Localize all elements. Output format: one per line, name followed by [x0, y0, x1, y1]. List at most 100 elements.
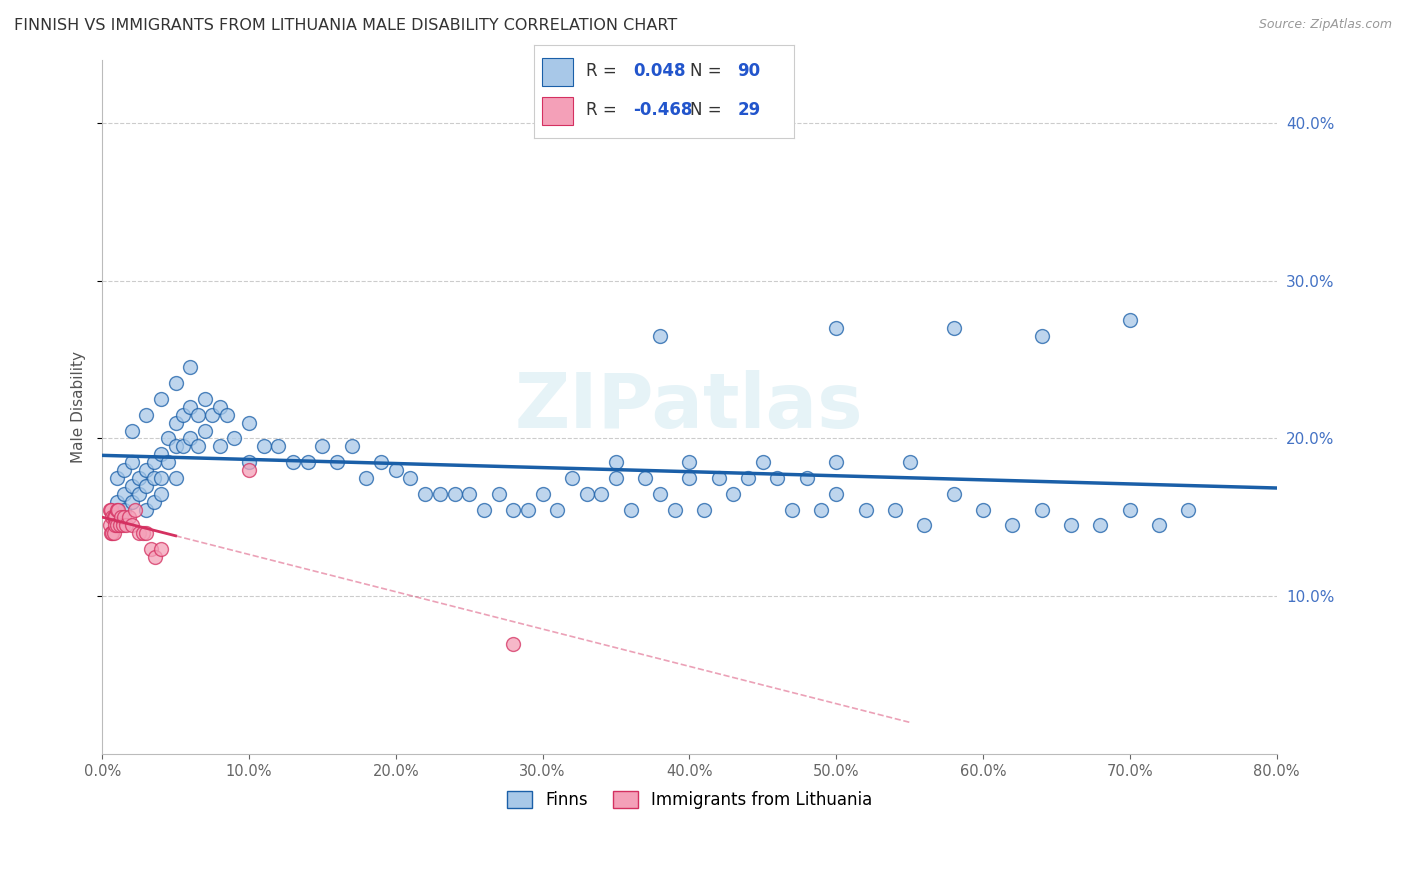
Point — [898, 455, 921, 469]
Point — [110, 510, 132, 524]
Text: ZIPatlas: ZIPatlas — [515, 370, 863, 444]
Point — [458, 487, 481, 501]
Point — [737, 471, 759, 485]
Point — [707, 471, 730, 485]
Point — [149, 447, 172, 461]
Text: R =: R = — [586, 101, 623, 120]
Point — [135, 502, 157, 516]
Point — [121, 455, 143, 469]
Point — [796, 471, 818, 485]
Point — [139, 541, 162, 556]
Text: 90: 90 — [737, 62, 761, 79]
Point — [678, 471, 700, 485]
Point — [187, 408, 209, 422]
Point — [238, 463, 260, 477]
Point — [605, 471, 627, 485]
Point — [825, 487, 848, 501]
Text: Source: ZipAtlas.com: Source: ZipAtlas.com — [1258, 18, 1392, 31]
Point — [142, 455, 165, 469]
Point — [1119, 502, 1142, 516]
Point — [117, 510, 139, 524]
Point — [1090, 518, 1112, 533]
Point — [340, 439, 363, 453]
Point — [1001, 518, 1024, 533]
Point — [605, 455, 627, 469]
Point — [98, 502, 121, 516]
Point — [399, 471, 422, 485]
Point — [135, 463, 157, 477]
Point — [326, 455, 349, 469]
Point — [179, 432, 201, 446]
Point — [413, 487, 436, 501]
Point — [591, 487, 613, 501]
Point — [1031, 502, 1053, 516]
Point — [108, 518, 131, 533]
Point — [561, 471, 583, 485]
Point — [172, 439, 194, 453]
FancyBboxPatch shape — [543, 97, 574, 125]
Point — [766, 471, 789, 485]
Point — [942, 487, 965, 501]
Point — [121, 518, 143, 533]
Point — [825, 455, 848, 469]
Point — [112, 487, 135, 501]
Point — [194, 392, 217, 406]
Point — [179, 360, 201, 375]
Point — [238, 416, 260, 430]
Point — [1147, 518, 1170, 533]
Point — [972, 502, 994, 516]
Point — [103, 526, 125, 541]
Point — [179, 400, 201, 414]
Point — [100, 502, 122, 516]
Text: FINNISH VS IMMIGRANTS FROM LITHUANIA MALE DISABILITY CORRELATION CHART: FINNISH VS IMMIGRANTS FROM LITHUANIA MAL… — [14, 18, 678, 33]
Point — [121, 494, 143, 508]
Point — [98, 518, 121, 533]
Point — [105, 494, 128, 508]
Point — [385, 463, 408, 477]
Point — [356, 471, 378, 485]
Point — [105, 502, 128, 516]
Point — [546, 502, 568, 516]
Point — [472, 502, 495, 516]
Text: 29: 29 — [737, 101, 761, 120]
Point — [100, 526, 122, 541]
Point — [752, 455, 775, 469]
Point — [104, 518, 127, 533]
Point — [149, 487, 172, 501]
Point — [1177, 502, 1199, 516]
Point — [107, 502, 129, 516]
Point — [208, 439, 231, 453]
Y-axis label: Male Disability: Male Disability — [72, 351, 86, 463]
Point — [502, 502, 524, 516]
Point — [165, 416, 187, 430]
Point — [112, 463, 135, 477]
Point — [1119, 313, 1142, 327]
Point — [488, 487, 510, 501]
Point — [114, 518, 136, 533]
Point — [780, 502, 803, 516]
Point — [516, 502, 538, 516]
Point — [1060, 518, 1083, 533]
Point — [132, 526, 155, 541]
Point — [281, 455, 304, 469]
Point — [201, 408, 224, 422]
Point — [648, 487, 671, 501]
Point — [429, 487, 451, 501]
Point — [105, 471, 128, 485]
Point — [215, 408, 238, 422]
Point — [111, 518, 134, 533]
Point — [172, 408, 194, 422]
FancyBboxPatch shape — [543, 58, 574, 86]
Point — [101, 510, 124, 524]
Point — [128, 526, 150, 541]
Point — [912, 518, 935, 533]
Point — [105, 518, 128, 533]
Point — [648, 329, 671, 343]
Point — [124, 502, 146, 516]
Point — [135, 408, 157, 422]
Point — [1031, 329, 1053, 343]
Point — [311, 439, 333, 453]
Point — [224, 432, 246, 446]
Point — [267, 439, 290, 453]
Point — [575, 487, 598, 501]
